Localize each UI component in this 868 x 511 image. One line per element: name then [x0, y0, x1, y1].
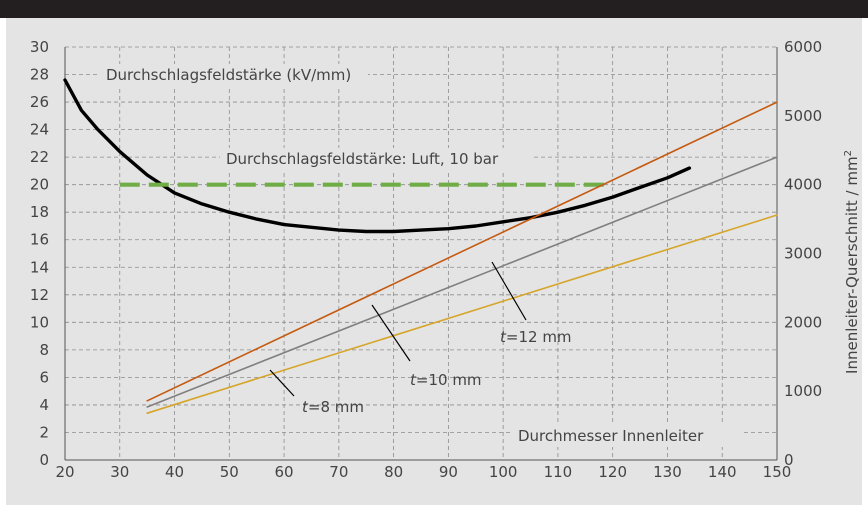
- axes: [64, 47, 778, 461]
- x-tick-label: 70: [329, 463, 348, 481]
- x-axis-label: Durchmesser Innenleiter: [518, 427, 704, 445]
- series-line-4: [146, 214, 778, 415]
- series-lines: [63, 78, 778, 415]
- x-tick-label: 140: [708, 463, 737, 481]
- y-right-tick-label: 6000: [784, 38, 822, 56]
- y-left-tick-label: 0: [39, 451, 49, 469]
- t12-label: t=12 mm: [500, 328, 572, 346]
- t12-pointer: [491, 261, 527, 321]
- y-left-tick-label: 26: [30, 93, 49, 111]
- y-left-tick-label: 2: [39, 423, 49, 441]
- x-tick-label: 30: [110, 463, 129, 481]
- y-left-tick-label: 6: [39, 368, 49, 386]
- t10-pointer: [371, 304, 411, 362]
- y-right-axis-label: Innenleiter-Querschnitt / mm2: [843, 150, 861, 374]
- y-left-tick-label: 30: [30, 38, 49, 56]
- x-tick-label: 60: [275, 463, 294, 481]
- t8-pointer: [269, 369, 295, 397]
- y-right-tick-label: 0: [784, 451, 794, 469]
- annotations: Durchschlagsfeldstärke (kV/mm) Durchschl…: [100, 64, 861, 447]
- chart-panel: [6, 18, 862, 505]
- t10-var: t: [410, 371, 417, 389]
- x-tick-label: 40: [165, 463, 184, 481]
- x-tick-labels: 20 30 40 50 60 70 80 90 100 110 120 130 140 150: [55, 463, 791, 481]
- y-left-tick-label: 14: [30, 258, 49, 276]
- y-left-tick-label: 10: [30, 313, 49, 331]
- y-right-axis-label-text: Innenleiter-Querschnitt / mm: [843, 156, 861, 374]
- t8-label: t=8 mm: [302, 398, 364, 416]
- t8-rest: =8 mm: [308, 398, 364, 416]
- x-tick-label: 20: [55, 463, 74, 481]
- t12-var: t: [500, 328, 507, 346]
- x-tick-label: 90: [439, 463, 458, 481]
- feld-label: Durchschlagsfeldstärke (kV/mm): [106, 66, 351, 84]
- luft-label-bg: [220, 148, 532, 170]
- x-tick-label: 150: [763, 463, 792, 481]
- y-right-tick-label: 3000: [784, 245, 822, 263]
- series-line-2: [146, 101, 778, 402]
- y-left-tick-label: 12: [30, 286, 49, 304]
- y-right-tick-label: 1000: [784, 382, 822, 400]
- x-tick-label: 130: [653, 463, 682, 481]
- y-left-tick-label: 18: [30, 203, 49, 221]
- y-left-tick-label: 4: [39, 396, 49, 414]
- x-tick-label: 120: [598, 463, 627, 481]
- y-right-tick-label: 5000: [784, 107, 822, 125]
- xlabel-bg: [512, 425, 744, 447]
- t10-label: t=10 mm: [410, 371, 482, 389]
- y-left-tick-label: 22: [30, 148, 49, 166]
- x-tick-label: 50: [220, 463, 239, 481]
- y-right-tick-labels: 0 1000 2000 3000 4000 5000 6000: [784, 38, 822, 469]
- t8-var: t: [302, 398, 309, 416]
- x-tick-label: 80: [384, 463, 403, 481]
- x-tick-label: 100: [489, 463, 518, 481]
- series-line-0: [63, 78, 692, 234]
- t12-rest: =12 mm: [506, 328, 572, 346]
- y-left-tick-label: 16: [30, 231, 49, 249]
- t10-rest: =10 mm: [416, 371, 482, 389]
- top-bar: [0, 0, 868, 18]
- y-right-tick-label: 2000: [784, 313, 822, 331]
- y-left-tick-label: 24: [30, 121, 49, 139]
- y-left-tick-label: 20: [30, 176, 49, 194]
- series-line-3: [146, 156, 778, 408]
- feld-label-bg: [100, 64, 368, 86]
- y-left-tick-label: 28: [30, 66, 49, 84]
- luft-label: Durchschlagsfeldstärke: Luft, 10 bar: [226, 150, 499, 168]
- y-right-axis-label-sup: 2: [843, 150, 854, 156]
- y-left-tick-label: 8: [39, 341, 49, 359]
- x-tick-label: 110: [544, 463, 573, 481]
- y-right-tick-label: 4000: [784, 176, 822, 194]
